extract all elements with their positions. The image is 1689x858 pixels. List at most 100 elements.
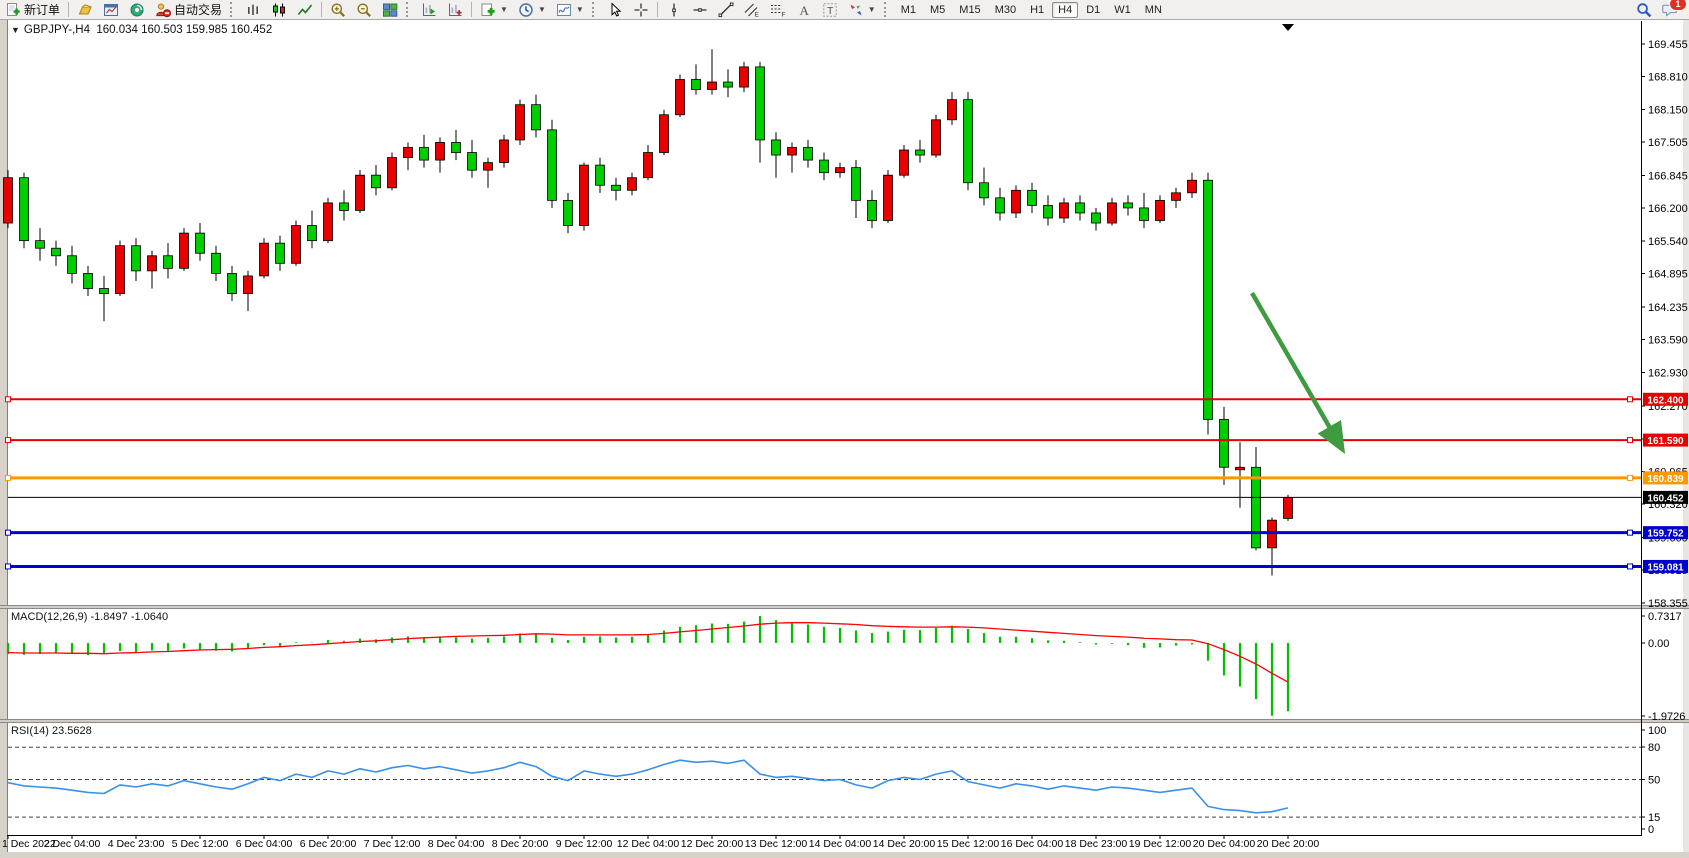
price-badge xyxy=(1643,392,1688,406)
price-tick-label: 168.150 xyxy=(1648,105,1688,117)
price-badge xyxy=(1643,559,1688,573)
candle xyxy=(883,174,893,221)
pane-splitter[interactable] xyxy=(0,605,1689,609)
candle xyxy=(403,147,413,158)
candle xyxy=(83,272,93,289)
line-handle[interactable] xyxy=(5,563,11,570)
objects-list-button[interactable] xyxy=(443,0,467,19)
line-handle[interactable] xyxy=(1627,437,1633,444)
line-handle[interactable] xyxy=(1627,474,1633,481)
text-button[interactable]: A xyxy=(792,0,816,19)
doc-plus-icon xyxy=(7,2,20,16)
price-badge xyxy=(1643,490,1688,504)
new-chart-button[interactable]: ▼ xyxy=(476,0,512,19)
price-badge xyxy=(1643,526,1688,540)
market-watch-button[interactable] xyxy=(125,0,149,19)
horizontal-line-button[interactable] xyxy=(688,0,712,19)
cube-icon xyxy=(78,3,92,14)
timeframe-button-h1[interactable]: H1 xyxy=(1030,3,1045,16)
svg-text:F: F xyxy=(781,11,785,18)
candle xyxy=(1011,189,1021,214)
line-handle[interactable] xyxy=(5,474,11,481)
time-tick-label: 12 Dec 20:00 xyxy=(681,838,744,850)
candle xyxy=(915,149,925,156)
price-tick-label: 166.845 xyxy=(1648,170,1688,182)
timeframe-button-w1[interactable]: W1 xyxy=(1114,3,1131,16)
line-handle[interactable] xyxy=(5,396,11,403)
timeframe-button-mn[interactable]: MN xyxy=(1144,3,1162,16)
timeframe-button-m30[interactable]: M30 xyxy=(994,3,1017,16)
vertical-line-button[interactable] xyxy=(662,0,686,19)
candle xyxy=(179,232,189,269)
auto-trading-button[interactable]: 自动交易 xyxy=(151,0,226,19)
label-t-icon: T xyxy=(823,2,837,17)
candle xyxy=(291,225,301,264)
crosshair-button[interactable] xyxy=(629,0,653,19)
dropdown-caret-icon[interactable]: ▼ xyxy=(867,5,876,14)
trendline-button[interactable] xyxy=(714,0,738,19)
candle xyxy=(355,174,365,211)
rsi-indicator-label: RSI(14) 23.5628 xyxy=(11,725,92,737)
candle xyxy=(1283,496,1293,519)
dropdown-caret-icon[interactable]: ▼ xyxy=(500,5,508,14)
templates-button[interactable]: ▼ xyxy=(552,0,588,19)
arrows-button[interactable]: ▼ xyxy=(844,0,880,19)
line-handle[interactable] xyxy=(5,437,11,444)
dropdown-caret-icon[interactable]: ▼ xyxy=(537,5,546,14)
candle xyxy=(979,182,989,199)
indicators-button[interactable] xyxy=(417,0,441,19)
candle xyxy=(819,159,829,174)
periods-button[interactable]: ▼ xyxy=(514,0,550,19)
time-tick-label: 5 Dec 12:00 xyxy=(172,838,229,850)
rsi-tick-label: 80 xyxy=(1648,742,1660,754)
time-tick-label: 6 Dec 20:00 xyxy=(300,838,357,850)
symbol-dropdown-icon[interactable]: ▼ xyxy=(11,25,20,35)
timeframe-button-m15[interactable]: M15 xyxy=(959,3,981,16)
line-chart-button[interactable] xyxy=(293,0,317,19)
arrow-annotation[interactable] xyxy=(1250,291,1346,455)
candle xyxy=(1091,212,1101,224)
time-tick-label: 19 Dec 12:00 xyxy=(1129,838,1192,850)
time-tick-label: 13 Dec 12:00 xyxy=(745,838,808,850)
timeframe-button-d1[interactable]: D1 xyxy=(1086,3,1101,16)
pane-splitter[interactable] xyxy=(0,719,1689,723)
candle xyxy=(227,272,237,294)
line-handle[interactable] xyxy=(1627,563,1633,570)
price-tick-label: 168.810 xyxy=(1648,71,1688,83)
price-badge xyxy=(1643,471,1688,485)
candle xyxy=(643,152,653,179)
candle xyxy=(563,199,573,226)
price-tick-label: 158.355 xyxy=(1648,598,1688,610)
candle xyxy=(131,245,141,272)
line-handle[interactable] xyxy=(1627,529,1633,536)
candle xyxy=(515,104,525,141)
zoom-in-button[interactable] xyxy=(326,0,350,19)
chat-button[interactable]: 1 xyxy=(1658,0,1687,19)
tile-windows-button[interactable] xyxy=(378,0,402,19)
profiles-button[interactable] xyxy=(73,0,97,19)
time-tick-label: 12 Dec 04:00 xyxy=(617,838,680,850)
timeframe-button-m1[interactable]: M1 xyxy=(900,3,916,16)
toolbar-separator xyxy=(656,2,658,17)
candle xyxy=(435,142,445,161)
cursor-button[interactable] xyxy=(603,0,627,19)
chart-plus-icon xyxy=(449,3,462,16)
data-window-button[interactable] xyxy=(99,0,123,19)
candle xyxy=(1043,205,1053,219)
search-button[interactable] xyxy=(1632,0,1656,19)
bar-chart-button[interactable] xyxy=(241,0,265,19)
zoom-out-button[interactable] xyxy=(352,0,376,19)
line-handle[interactable] xyxy=(1627,396,1633,403)
label-button[interactable]: T xyxy=(818,0,842,19)
dropdown-caret-icon[interactable]: ▼ xyxy=(575,5,584,14)
new-order-button[interactable]: 新订单 xyxy=(1,0,64,19)
line-handle[interactable] xyxy=(5,529,11,536)
fibonacci-button[interactable]: F xyxy=(766,0,790,19)
timeframe-button-h4[interactable]: H4 xyxy=(1052,1,1079,18)
equidistant-channel-button[interactable]: E xyxy=(740,0,764,19)
timeframe-button-m5[interactable]: M5 xyxy=(930,3,946,16)
candle xyxy=(659,114,669,153)
price-tick-label: 165.540 xyxy=(1648,236,1688,248)
candlestick-chart-button[interactable] xyxy=(267,0,291,19)
